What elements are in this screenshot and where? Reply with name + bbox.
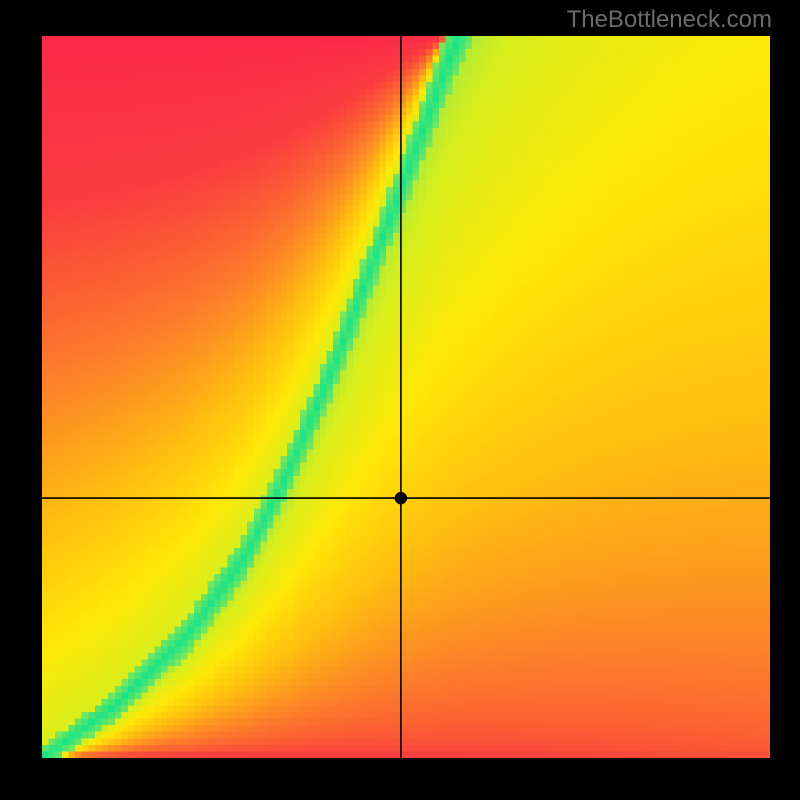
bottleneck-heatmap — [42, 36, 770, 758]
watermark-text: TheBottleneck.com — [567, 6, 772, 34]
chart-container: TheBottleneck.com — [0, 0, 800, 800]
